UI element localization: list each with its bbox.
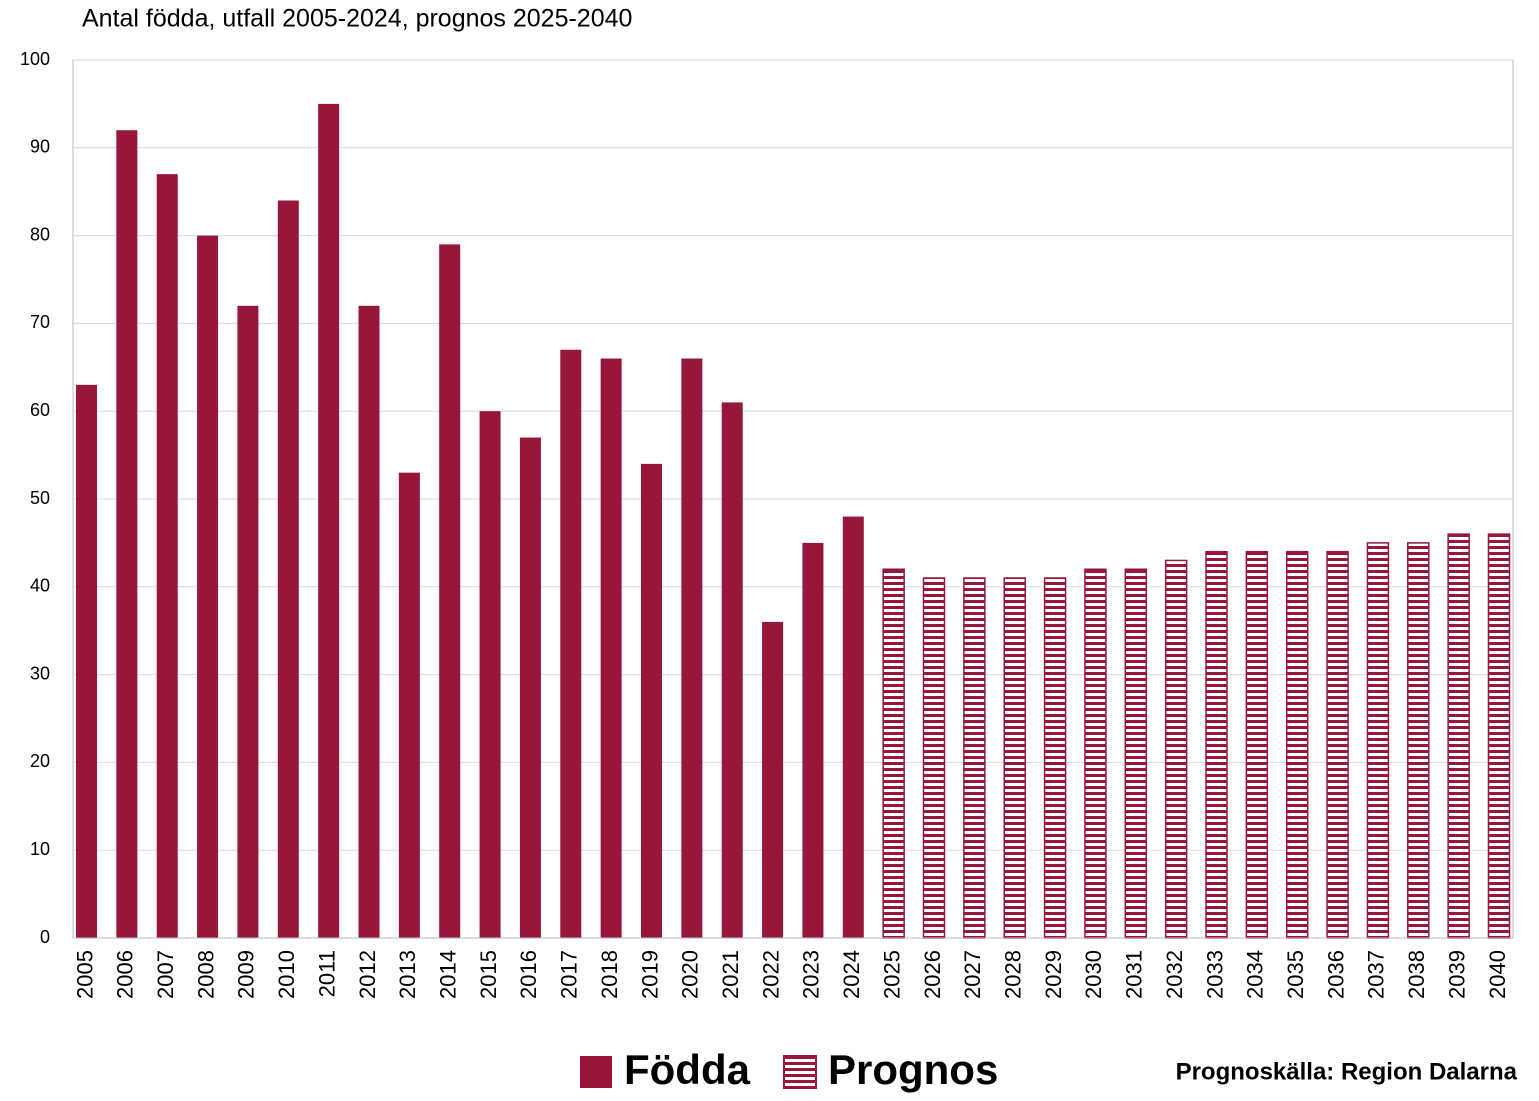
- bar: [479, 411, 501, 938]
- bar: [398, 472, 420, 938]
- bar: [882, 568, 905, 939]
- x-tick-label: 2012: [355, 950, 380, 999]
- bar: [1124, 568, 1148, 939]
- bar: [641, 463, 662, 938]
- bar: [156, 174, 178, 938]
- x-tick-label: 2014: [436, 950, 461, 999]
- x-tick-label: 2017: [557, 950, 582, 999]
- bar: [721, 402, 743, 938]
- x-tick-label: 2016: [516, 950, 541, 999]
- bar: [1164, 559, 1188, 939]
- x-tick-label: 2013: [395, 950, 420, 999]
- bar: [1205, 550, 1228, 939]
- bar: [1326, 550, 1349, 939]
- x-tick-label: 2036: [1323, 950, 1348, 999]
- bar: [802, 542, 824, 938]
- x-tick-label: 2025: [879, 950, 904, 999]
- x-tick-label: 2019: [637, 950, 662, 999]
- legend-swatch: [782, 1055, 817, 1089]
- y-tick-label: 60: [30, 400, 50, 420]
- x-tick-label: 2023: [799, 950, 824, 999]
- legend-label: Prognos: [828, 1046, 998, 1093]
- bar: [116, 130, 138, 939]
- bar: [1084, 568, 1107, 939]
- x-tick-label: 2015: [476, 950, 501, 999]
- bar: [237, 305, 259, 939]
- y-tick-label: 30: [30, 663, 50, 683]
- y-tick-label: 90: [30, 137, 50, 157]
- bar: [922, 577, 946, 939]
- bar: [600, 358, 622, 938]
- y-tick-label: 80: [30, 224, 50, 244]
- bar: [762, 621, 784, 938]
- y-tick-label: 70: [30, 312, 50, 332]
- x-tick-label: 2028: [1001, 950, 1026, 999]
- bar: [842, 516, 864, 938]
- legend-swatch: [580, 1056, 612, 1088]
- chart-title: Antal födda, utfall 2005-2024, prognos 2…: [82, 5, 632, 33]
- bar: [1487, 533, 1511, 939]
- y-tick-label: 50: [30, 488, 50, 508]
- bar: [277, 200, 299, 939]
- x-tick-label: 2037: [1364, 950, 1389, 999]
- bar: [197, 235, 219, 939]
- x-tick-label: 2022: [758, 950, 783, 999]
- bar: [318, 103, 340, 938]
- bar: [439, 244, 461, 938]
- x-tick-label: 2010: [274, 950, 299, 999]
- y-tick-label: 40: [30, 576, 50, 596]
- x-tick-label: 2031: [1122, 950, 1147, 999]
- x-tick-label: 2026: [920, 950, 945, 999]
- bar: [1043, 577, 1067, 939]
- x-tick-label: 2033: [1202, 950, 1227, 999]
- x-tick-label: 2040: [1485, 950, 1510, 999]
- x-tick-label: 2034: [1243, 950, 1268, 999]
- x-tick-label: 2006: [113, 950, 138, 999]
- x-tick-label: 2027: [960, 950, 985, 999]
- bar: [1285, 550, 1309, 939]
- legend-label: Födda: [624, 1046, 751, 1093]
- x-tick-label: 2007: [153, 950, 178, 999]
- bar: [560, 349, 582, 938]
- bar: [76, 384, 97, 938]
- y-tick-label: 20: [30, 751, 50, 771]
- bar: [1003, 577, 1026, 939]
- x-tick-label: 2039: [1444, 950, 1469, 999]
- bar: [358, 305, 380, 939]
- x-tick-label: 2005: [72, 950, 97, 999]
- y-tick-label: 10: [30, 839, 50, 859]
- x-tick-label: 2009: [234, 950, 259, 999]
- bar: [963, 577, 986, 939]
- bar: [1407, 542, 1430, 939]
- x-tick-label: 2008: [193, 950, 218, 999]
- x-tick-label: 2029: [1041, 950, 1066, 999]
- x-tick-label: 2035: [1283, 950, 1308, 999]
- x-tick-label: 2011: [314, 950, 339, 997]
- bar: [1447, 533, 1470, 939]
- x-tick-label: 2020: [678, 950, 703, 999]
- x-tick-label: 2021: [718, 950, 743, 999]
- bar: [1245, 550, 1269, 939]
- y-tick-label: 100: [20, 49, 50, 69]
- x-tick-label: 2032: [1162, 950, 1187, 999]
- x-tick-label: 2018: [597, 950, 622, 999]
- bar: [681, 358, 703, 938]
- y-tick-label: 0: [40, 927, 50, 947]
- x-tick-label: 2030: [1081, 950, 1106, 999]
- source-note: Prognoskälla: Region Dalarna: [1176, 1058, 1518, 1085]
- bar: [519, 437, 541, 938]
- x-tick-label: 2038: [1404, 950, 1429, 999]
- x-tick-label: 2024: [839, 950, 864, 999]
- bar: [1366, 542, 1390, 939]
